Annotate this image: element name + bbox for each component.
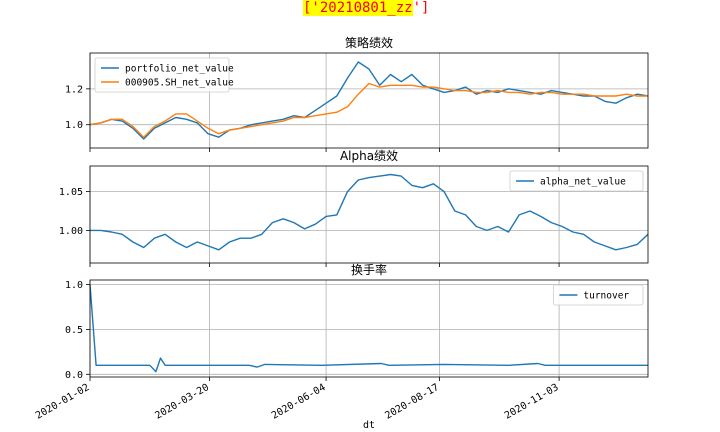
y-tick-label: 0.0	[65, 370, 83, 381]
axes-frame	[89, 165, 649, 264]
panel-title: 策略绩效	[345, 35, 393, 50]
x-tick-label: 2020-11-03	[503, 382, 561, 422]
legend-label: 000905.SH_net_value	[125, 78, 234, 89]
legend-box	[553, 284, 644, 306]
axes-frame	[89, 52, 649, 149]
legend-label: portfolio_net_value	[125, 64, 234, 75]
legend-box	[509, 170, 644, 192]
series-line-000905.SH_net_value	[89, 82, 648, 138]
panel-title: Alpha绩效	[340, 148, 398, 163]
panel-title: 换手率	[351, 262, 387, 277]
y-tick-label: 0.5	[65, 325, 83, 336]
y-tick-label: 1.0	[65, 120, 83, 131]
figure-badge: ['20210801_zz']	[303, 0, 430, 16]
axes-frame	[89, 279, 649, 378]
x-tick-label: 2020-06-04	[270, 382, 328, 422]
series-line-turnover	[89, 284, 648, 373]
y-tick-label: 1.0	[65, 280, 83, 291]
y-tick-label: 1.05	[59, 187, 83, 198]
series-line-alpha_net_value	[90, 173, 649, 251]
legend-box	[94, 57, 230, 93]
series-line-portfolio_net_value	[89, 61, 649, 140]
x-tick-label: 2020-08-17	[383, 382, 441, 422]
x-tick-label: 2020-03-20	[153, 382, 211, 422]
x-tick-label: 2020-01-02	[34, 382, 92, 422]
y-tick-label: 1.00	[59, 226, 83, 237]
legend-label: turnover	[583, 291, 629, 302]
y-tick-label: 1.2	[65, 84, 83, 95]
x-axis-label: dt	[363, 420, 375, 431]
legend-label: alpha_net_value	[540, 177, 626, 188]
